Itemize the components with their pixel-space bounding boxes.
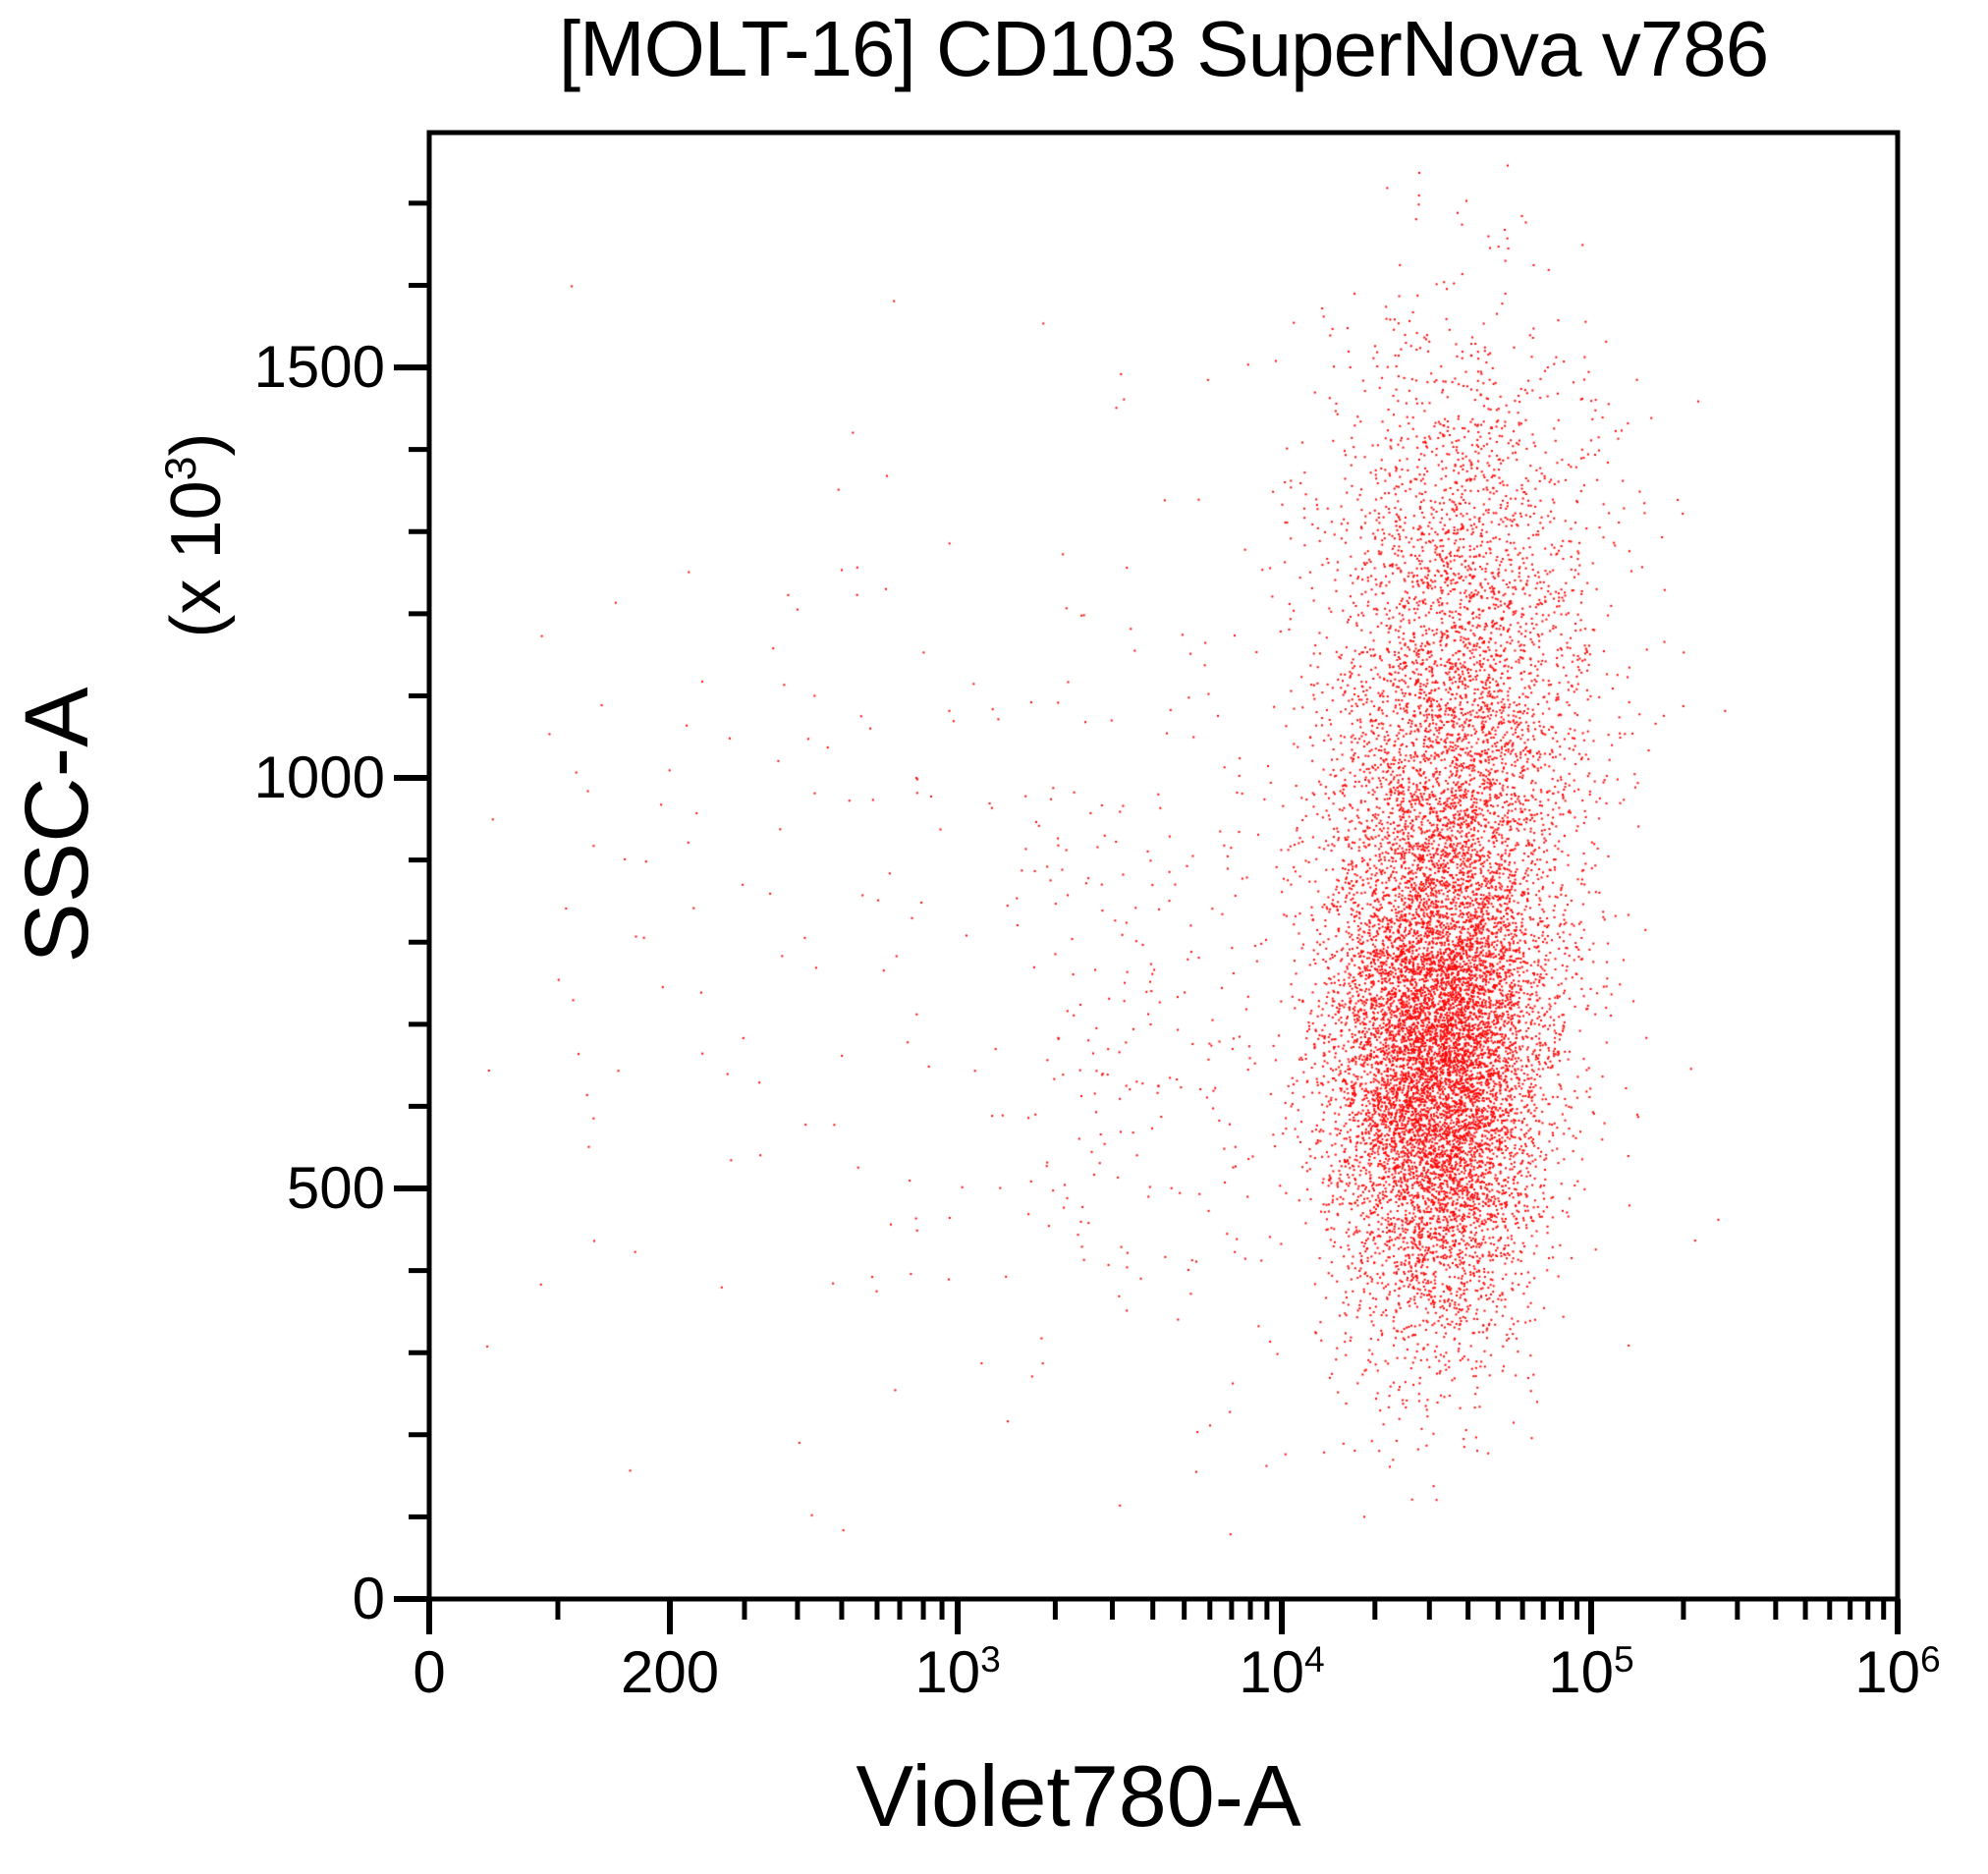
scatter-canvas [429,133,1898,1599]
y-tick-label: 1500 [253,334,385,401]
x-tick-label: 105 [1548,1638,1634,1705]
y-tick-label: 0 [352,1566,385,1631]
y-axis-label: SSC-A [6,687,107,964]
x-tick-label: 200 [620,1639,720,1705]
x-tick-label: 106 [1854,1638,1941,1705]
x-tick-label: 0 [413,1639,446,1705]
y-axis-unit-text: (x 103) [157,432,236,638]
y-tick-label: 1000 [253,744,385,811]
x-tick-label: 104 [1239,1638,1325,1705]
chart-title: [MOLT-16] CD103 SuperNova v786 [558,5,1769,92]
x-tick-label: 103 [914,1638,1001,1705]
x-axis-label: Violet780-A [856,1747,1301,1845]
y-tick-label: 500 [286,1155,385,1222]
